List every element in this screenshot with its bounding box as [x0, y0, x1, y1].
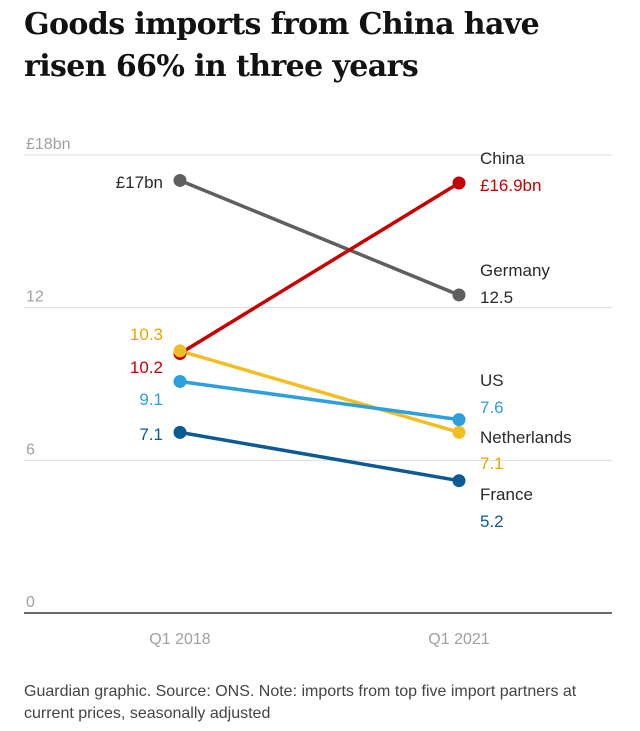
china-series-name: China [480, 149, 525, 168]
france-point-end [453, 474, 466, 487]
us-series-name: US [480, 371, 504, 390]
netherlands-point-end [453, 426, 466, 439]
france-line [180, 432, 459, 480]
us-end-label: 7.6 [480, 398, 504, 417]
france-end-label: 5.2 [480, 512, 504, 531]
source-footnote: Guardian graphic. Source: ONS. Note: imp… [24, 681, 620, 725]
china-line [180, 183, 459, 353]
y-tick-label: 6 [26, 441, 35, 458]
china-start-label: 10.2 [130, 358, 163, 377]
germany-line [180, 180, 459, 295]
netherlands-start-label: 10.3 [130, 325, 163, 344]
france-start-label: 7.1 [139, 425, 163, 444]
germany-start-label: £17bn [116, 173, 163, 192]
x-tick-label: Q1 2021 [428, 631, 489, 648]
us-start-label: 9.1 [139, 390, 163, 409]
germany-point-start [174, 174, 187, 187]
china-end-label: £16.9bn [480, 176, 541, 195]
france-series-name: France [480, 485, 533, 504]
netherlands-line [180, 351, 459, 432]
netherlands-point-start [174, 344, 187, 357]
netherlands-series-name: Netherlands [480, 428, 572, 447]
x-tick-label: Q1 2018 [149, 631, 210, 648]
germany-point-end [453, 288, 466, 301]
y-tick-label: 0 [26, 594, 35, 611]
series-labels: £17bn Germany 12.5 10.2 China £16.9bn 10.3 Neth… [116, 149, 572, 531]
y-axis-ticks: 0 6 12 £18bn [26, 136, 71, 611]
us-point-start [174, 375, 187, 388]
us-point-end [453, 413, 466, 426]
germany-series-name: Germany [480, 261, 550, 280]
y-tick-label: £18bn [26, 136, 71, 153]
line-chart: 0 6 12 £18bn Q1 2018 Q1 2021 £17bn Germany 12.… [0, 0, 640, 680]
gridlines [24, 155, 612, 613]
germany-end-label: 12.5 [480, 288, 513, 307]
series-lines [180, 180, 459, 480]
us-line [180, 381, 459, 419]
x-axis-ticks: Q1 2018 Q1 2021 [149, 631, 489, 648]
china-point-end [453, 176, 466, 189]
y-tick-label: 12 [26, 289, 44, 306]
netherlands-end-label: 7.1 [480, 454, 504, 473]
france-point-start [174, 426, 187, 439]
